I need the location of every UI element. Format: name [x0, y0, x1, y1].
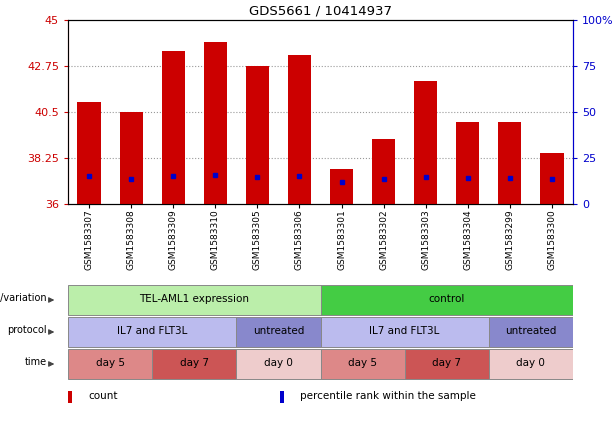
- Text: protocol: protocol: [7, 325, 47, 335]
- Text: day 0: day 0: [517, 358, 546, 368]
- Text: IL7 and FLT3L: IL7 and FLT3L: [370, 327, 440, 336]
- Text: day 5: day 5: [348, 358, 377, 368]
- Bar: [288, 55, 311, 204]
- Text: percentile rank within the sample: percentile rank within the sample: [300, 391, 476, 401]
- Bar: [68, 317, 237, 347]
- Text: day 5: day 5: [96, 358, 124, 368]
- Bar: [162, 51, 185, 204]
- Text: day 7: day 7: [432, 358, 461, 368]
- Bar: [321, 349, 405, 379]
- Text: day 0: day 0: [264, 358, 293, 368]
- Text: TEL-AML1 expression: TEL-AML1 expression: [139, 294, 249, 305]
- Text: untreated: untreated: [253, 327, 304, 336]
- Text: count: count: [88, 391, 118, 401]
- Bar: [246, 66, 269, 204]
- Bar: [77, 102, 101, 204]
- Text: time: time: [25, 357, 47, 368]
- Bar: [456, 122, 479, 204]
- Bar: [68, 285, 321, 316]
- Bar: [330, 169, 353, 204]
- Text: control: control: [428, 294, 465, 305]
- Bar: [237, 317, 321, 347]
- Bar: [405, 349, 489, 379]
- Bar: [321, 285, 573, 316]
- Bar: [414, 81, 437, 204]
- Bar: [321, 317, 489, 347]
- Bar: [489, 349, 573, 379]
- Bar: [498, 122, 522, 204]
- Bar: [237, 349, 321, 379]
- Text: IL7 and FLT3L: IL7 and FLT3L: [117, 327, 188, 336]
- Bar: [204, 42, 227, 204]
- Text: day 7: day 7: [180, 358, 209, 368]
- Bar: [489, 317, 573, 347]
- Bar: [68, 349, 152, 379]
- Title: GDS5661 / 10414937: GDS5661 / 10414937: [249, 5, 392, 17]
- Bar: [280, 390, 284, 403]
- Bar: [541, 153, 563, 204]
- Text: genotype/variation: genotype/variation: [0, 294, 47, 303]
- Bar: [120, 112, 143, 204]
- Bar: [152, 349, 237, 379]
- Text: untreated: untreated: [505, 327, 557, 336]
- Bar: [68, 390, 72, 403]
- Bar: [372, 139, 395, 204]
